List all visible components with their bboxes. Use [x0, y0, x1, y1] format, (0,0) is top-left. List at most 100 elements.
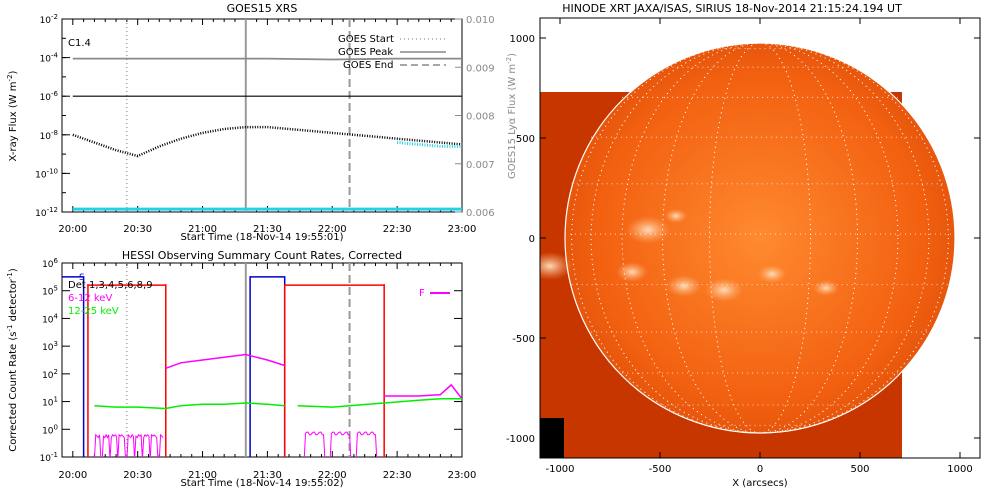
xrt-longitude-line	[662, 42, 858, 434]
hessi-night-flag	[249, 276, 286, 457]
xrt-active-region	[757, 265, 787, 283]
goes-y2-axis: 0.010 0.009 0.008 0.007 0.006	[455, 15, 495, 219]
hessi-title: HESSI Observing Summary Count Rates, Cor…	[122, 249, 402, 262]
goes-plot-frame	[61, 18, 463, 213]
hessi-panel: HESSI Observing Summary Count Rates, Cor…	[6, 249, 476, 489]
hessi-series-6-12	[165, 353, 285, 370]
y-tick-label: -500	[512, 334, 535, 345]
legend-goes-peak: GOES Peak	[338, 47, 393, 58]
goes-x-label: Start Time (18-Nov-14 19:55:01)	[180, 232, 343, 243]
hessi-y-label: Corrected Count Rate (s-1 detector-1)	[6, 268, 19, 452]
y2-tick-label: 0.010	[466, 15, 495, 26]
xrt-title: HINODE XRT JAXA/ISAS, SIRIUS 18-Nov-2014…	[562, 2, 902, 15]
xrt-solar-disk	[565, 43, 955, 433]
xrt-solar-image	[540, 42, 956, 458]
y-tick-label: 101	[42, 396, 58, 409]
hessi-flag-bars	[62, 276, 385, 457]
hessi-series-6-12-pre	[94, 433, 164, 457]
xrt-panel: HINODE XRT JAXA/ISAS, SIRIUS 18-Nov-2014…	[506, 2, 981, 489]
hessi-flag-f: F	[419, 288, 425, 299]
hessi-series-6-12	[384, 383, 462, 400]
xrt-active-region	[666, 275, 702, 297]
hessi-x-label: Start Time (18-Nov-14 19:55:02)	[180, 478, 343, 489]
x-tick-label: 23:00	[448, 224, 477, 235]
hessi-series-group	[94, 353, 462, 457]
y-tick-label: 104	[42, 312, 58, 325]
hessi-series-12-25	[297, 398, 462, 408]
goes-panel: GOES15 XRS 20:00 20:30 21:00 21:30 22:00 22:3…	[6, 2, 518, 243]
hessi-event-markers	[87, 263, 385, 457]
y-tick-label: -1000	[506, 434, 535, 445]
xrt-longitude-line	[709, 42, 811, 434]
y-tick-label: 106	[42, 257, 58, 270]
hessi-saa-flag	[87, 284, 167, 457]
y-tick-label: 10-1	[40, 451, 58, 464]
x-tick-label: 22:30	[383, 470, 412, 481]
x-tick-label: 20:30	[123, 470, 152, 481]
hessi-x-axis: 20:00 20:30 21:00 21:30 22:00 22:30 23:00	[58, 263, 476, 481]
x-tick-label: 21:00	[188, 224, 217, 235]
x-tick-label: 20:00	[58, 470, 87, 481]
goes-y2-label: GOES15 Lyα Flux (W m-2)	[505, 53, 518, 179]
hessi-plot-frame	[61, 262, 463, 458]
legend-hessi-detectors: Det 1,3,4,5,6,8,9	[68, 280, 153, 291]
xrt-x-axis: -1000 -500 0 500 1000	[545, 18, 973, 475]
goes-series-lya	[72, 57, 462, 61]
hessi-series-12-25	[94, 402, 285, 410]
x-tick-label: 500	[850, 464, 869, 475]
y-tick-label: 102	[42, 368, 58, 381]
goes-title: GOES15 XRS	[227, 2, 298, 15]
y2-tick-label: 0.009	[466, 63, 495, 74]
goes-series-short	[72, 125, 462, 158]
xrt-active-region	[813, 280, 839, 296]
y-tick-label: 10-12	[35, 206, 58, 219]
legend-hessi-12-25: 12-25 keV	[68, 306, 119, 317]
goes-flare-class: C1.4	[68, 38, 91, 49]
y-tick-label: 103	[42, 340, 58, 353]
goes-legend: GOES Start GOES Peak GOES End	[338, 34, 446, 71]
y2-tick-label: 0.007	[466, 160, 495, 171]
xrt-active-region	[616, 262, 648, 282]
x-tick-label: 20:00	[58, 224, 87, 235]
xrt-x-label: X (arcsecs)	[732, 478, 788, 489]
x-tick-label: 22:30	[383, 224, 412, 235]
x-tick-label: 23:00	[448, 470, 477, 481]
y2-tick-label: 0.008	[466, 112, 495, 123]
goes-y-axis: 10-2 10-4 10-6 10-8 10-10 10-12	[35, 13, 70, 219]
xrt-active-region	[704, 278, 744, 302]
goes-series-short_cyan	[396, 141, 462, 148]
xrt-active-region	[540, 252, 573, 280]
legend-goes-end: GOES End	[343, 60, 393, 71]
hessi-y-axis: 106 105 104 103 102 101 100 10-1	[40, 257, 462, 464]
y2-tick-label: 0.006	[466, 208, 495, 219]
x-tick-label: 21:30	[253, 470, 282, 481]
xrt-y-axis: 1000 500 0 -500 -1000	[506, 34, 980, 445]
hessi-night-flag	[62, 276, 85, 457]
hessi-legend: Det 1,3,4,5,6,8,9 6-12 keV 12-25 keV S F	[68, 273, 450, 317]
x-tick-label: -1000	[545, 464, 574, 475]
x-tick-label: 21:30	[253, 224, 282, 235]
x-tick-label: 1000	[947, 464, 972, 475]
y-tick-label: 10-8	[40, 129, 58, 142]
legend-goes-start: GOES Start	[338, 34, 394, 45]
x-tick-label: -500	[649, 464, 672, 475]
hessi-saa-flag	[283, 284, 385, 457]
y-tick-label: 10-2	[40, 13, 58, 26]
goes-y-label: X-ray Flux (W m-2)	[6, 70, 19, 161]
hessi-series-6-12-mid	[303, 431, 378, 457]
x-tick-label: 22:00	[318, 470, 347, 481]
y-tick-label: 105	[42, 285, 58, 298]
hessi-flag-s: S	[79, 273, 85, 283]
y-tick-label: 10-6	[40, 90, 59, 103]
y-tick-label: 0	[529, 234, 535, 245]
xrt-longitude-line	[571, 42, 949, 434]
y-tick-label: 10-4	[40, 52, 59, 65]
y-tick-label: 10-10	[35, 167, 58, 180]
xrt-heliographic-grid	[565, 42, 955, 434]
goes-series-group	[72, 57, 462, 211]
y-tick-label: 500	[516, 134, 535, 145]
y-tick-label: 1000	[510, 34, 535, 45]
x-tick-label: 0	[757, 464, 763, 475]
x-tick-label: 20:30	[123, 224, 152, 235]
